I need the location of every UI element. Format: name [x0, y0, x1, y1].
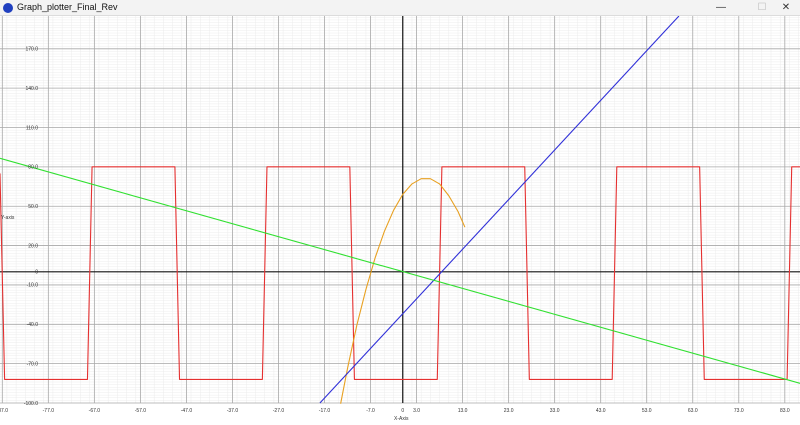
y-tick-label: 20.0	[28, 243, 38, 249]
x-tick-label: -7.0	[366, 408, 375, 414]
x-tick-label: 43.0	[596, 408, 606, 414]
x-tick-label: 73.0	[734, 408, 744, 414]
x-tick-label: -27.0	[273, 408, 285, 414]
plot-background	[0, 16, 800, 425]
y-tick-label: -10.0	[27, 283, 39, 289]
x-tick-label: 33.0	[550, 408, 560, 414]
x-tick-label: 63.0	[688, 408, 698, 414]
y-tick-label: -100.0	[24, 401, 38, 407]
x-tick-label: -37.0	[227, 408, 239, 414]
x-tick-label: -77.0	[43, 408, 55, 414]
x-tick-label: 23.0	[504, 408, 514, 414]
x-tick-label: -87.0	[0, 408, 8, 414]
y-tick-label: 50.0	[28, 204, 38, 210]
x-tick-label: 0	[401, 408, 404, 414]
y-tick-label: 170.0	[25, 47, 38, 53]
title-bar: Graph_plotter_Final_Rev — ☐ ✕	[0, 0, 800, 16]
series-layer	[0, 16, 800, 404]
y-axis-title: Y-axis	[1, 215, 15, 221]
minimize-button[interactable]: —	[716, 2, 726, 13]
tick-labels: -87.0 -77.0 -67.0 -57.0 -47.0 -37.0 -27.0 -17.0…	[0, 47, 790, 414]
minor-grid	[0, 16, 800, 404]
graph-canvas[interactable]: -87.0 -77.0 -67.0 -57.0 -47.0 -37.0 -27.0 -17.0…	[0, 16, 800, 425]
series-line-2	[340, 178, 466, 404]
x-tick-label: -17.0	[319, 408, 331, 414]
x-tick-label: 53.0	[642, 408, 652, 414]
x-axis-title: X-Axis	[394, 416, 409, 422]
x-tick-label: -67.0	[89, 408, 101, 414]
x-tick-label: -47.0	[181, 408, 193, 414]
x-tick-label: 83.0	[780, 408, 790, 414]
y-tick-label: 0	[35, 270, 38, 276]
y-tick-label: -70.0	[27, 361, 39, 367]
y-tick-label: 80.0	[28, 165, 38, 171]
x-tick-label: 13.0	[458, 408, 468, 414]
axes	[0, 16, 800, 403]
series-line-1	[0, 166, 800, 380]
x-tick-label: -57.0	[135, 408, 147, 414]
y-tick-label: -40.0	[27, 322, 39, 328]
series-line-3	[319, 16, 680, 404]
close-button[interactable]: ✕	[781, 2, 791, 13]
y-tick-label: 110.0	[26, 125, 38, 131]
series-line-4	[0, 157, 800, 384]
app-icon	[3, 3, 13, 13]
maximize-button[interactable]: ☐	[757, 2, 767, 13]
x-tick-label: 3.0	[413, 408, 420, 414]
y-tick-label: 140.0	[25, 86, 38, 92]
window-title: Graph_plotter_Final_Rev	[17, 2, 118, 12]
